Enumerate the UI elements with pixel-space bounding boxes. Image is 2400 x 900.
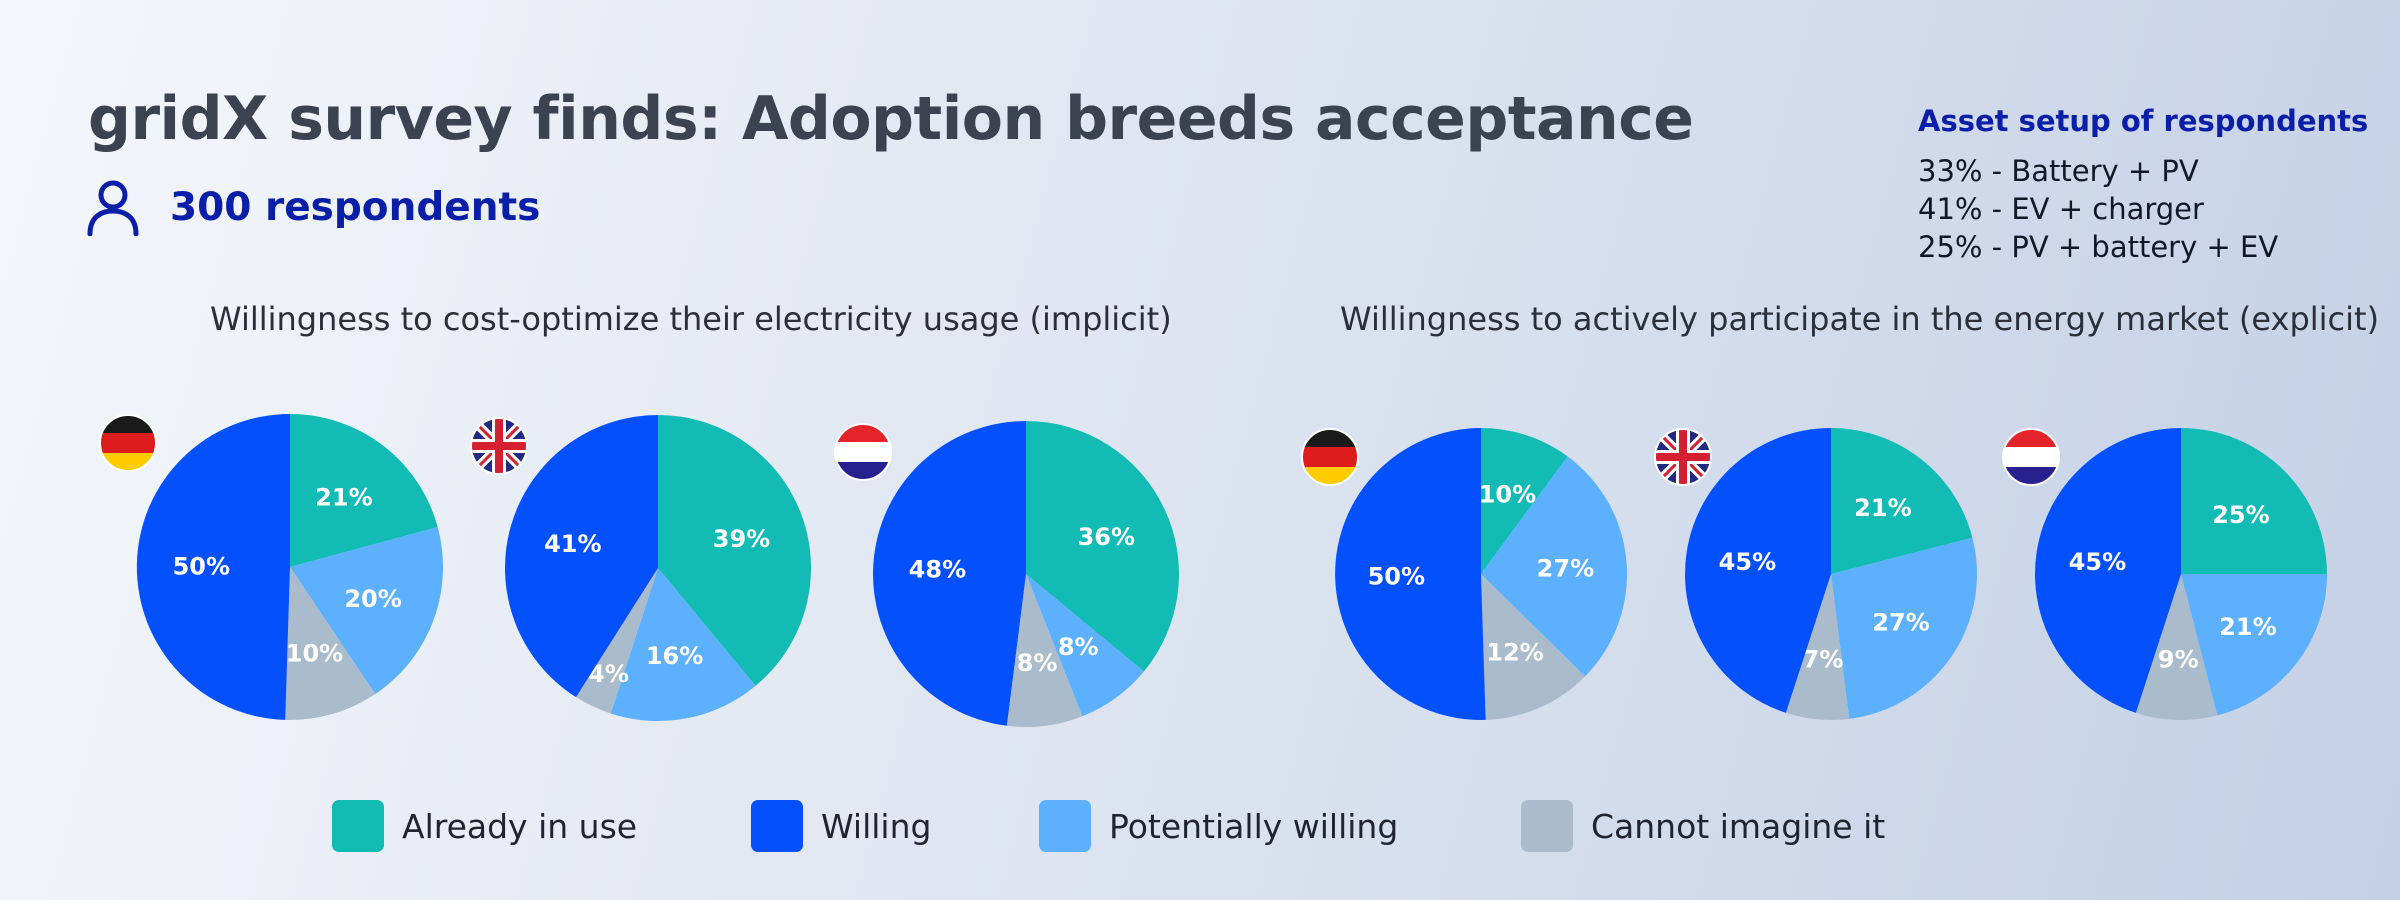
pie-slice-label: 21% [315,484,372,512]
pie-slice-label: 48% [909,555,966,583]
legend-label: Cannot imagine it [1591,806,1886,846]
pie-slice-label: 8% [1017,649,1058,677]
pie-slice [290,527,443,695]
legend-item-cannot-imagine-it: Cannot imagine it [1521,800,1885,852]
pie-slice-label: 21% [1854,494,1911,522]
pie-slice-label: 50% [173,553,230,581]
respondents-count: 300 respondents [84,178,540,236]
asset-setup-line: 25% - PV + battery + EV [1918,230,2279,264]
pie-slice-label: 9% [2158,646,2199,674]
pie-slice-label: 45% [1719,548,1776,576]
pie-slice [505,415,658,698]
asset-setup-panel: Asset setup of respondents 33% - Battery… [1918,104,2388,266]
pie-implicit-netherlands: 36% 8%8% 48% [873,421,1180,727]
pie-slice [1685,428,1831,713]
legend: Already in use Willing Potentially willi… [0,800,2400,856]
pie-slice [136,413,290,720]
person-icon [87,180,139,236]
pie-slice-label: 25% [2212,501,2269,529]
germany-flag-icon [1301,428,1359,486]
pie-slice [2035,428,2181,713]
pie-explicit-netherlands: 25% 21% 9% 45% [2035,428,2327,720]
explicit-section-title: Willingness to actively participate in t… [1340,300,2380,338]
pie-slice-label: 50% [1368,562,1425,590]
legend-label: Potentially willing [1109,806,1399,846]
pie-slice-label: 45% [2069,548,2126,576]
pie-slice-label: 7% [1803,645,1844,673]
pie-slice-label: 12% [1486,639,1543,667]
pie-slice [1831,428,1973,574]
respondents-label: 300 respondents [170,184,541,230]
legend-item-already-in-use: Already in use [332,800,637,852]
pie-slice-label: 10% [286,639,343,667]
pie-slice [290,414,438,567]
pie-implicit-germany: 21% 20%10% 50% [136,413,443,721]
pie-slice [2181,428,2327,574]
legend-swatch [1521,800,1573,852]
pie-slice [1026,421,1180,672]
pie-slice [658,415,812,686]
pie-slice [1481,428,1568,574]
pie-slice-label: 21% [2219,613,2276,641]
pie-slice [873,421,1026,726]
pie-slice [1831,537,1977,719]
asset-setup-line: 33% - Battery + PV [1918,154,2199,188]
pie-explicit-united-kingdom: 21% 27% 7% 45% [1685,428,1977,721]
pie-slice-label: 16% [646,642,703,670]
asset-setup-line: 41% - EV + charger [1918,192,2204,226]
pie-slice-label: 10% [1479,481,1536,509]
legend-item-potentially-willing: Potentially willing [1039,800,1398,852]
pie-implicit-united-kingdom: 39%16%4%41% [505,415,812,722]
legend-swatch [332,800,384,852]
legend-label: Willing [821,806,932,846]
pie-slice-label: 8% [1058,633,1099,661]
pie-slice [610,568,756,722]
pie-slice [285,567,376,721]
pie-slice [2181,574,2327,716]
pie-slice [576,568,658,714]
pie-slice [1481,574,1586,720]
uk-flag-icon [470,417,528,475]
netherlands-flag-icon [834,423,892,481]
pie-slice [1785,574,1850,721]
pie-slice [1026,574,1144,717]
pie-slice [1481,456,1627,677]
uk-flag-icon [1654,428,1712,486]
pie-slice-label: 41% [544,530,601,558]
netherlands-flag-icon [2002,428,2060,486]
legend-label: Already in use [402,806,638,846]
pie-slice [1006,574,1083,727]
pie-slice-label: 39% [713,525,770,553]
pie-explicit-germany: 10% 27% 12% 50% [1335,428,1627,720]
legend-item-willing: Willing [751,800,931,852]
pie-slice [1335,428,1486,720]
legend-swatch [1039,800,1091,852]
page-title: gridX survey finds: Adoption breeds acce… [88,84,1694,154]
pie-slice [2135,574,2218,720]
asset-setup-title: Asset setup of respondents [1918,104,2369,138]
legend-swatch [751,800,803,852]
germany-flag-icon [99,414,157,472]
pie-slice-label: 27% [1872,609,1929,637]
implicit-section-title: Willingness to cost-optimize their elect… [210,300,1172,338]
pie-slice-label: 36% [1078,523,1135,551]
pie-slice-label: 27% [1537,554,1594,582]
pie-slice-label: 20% [344,585,401,613]
